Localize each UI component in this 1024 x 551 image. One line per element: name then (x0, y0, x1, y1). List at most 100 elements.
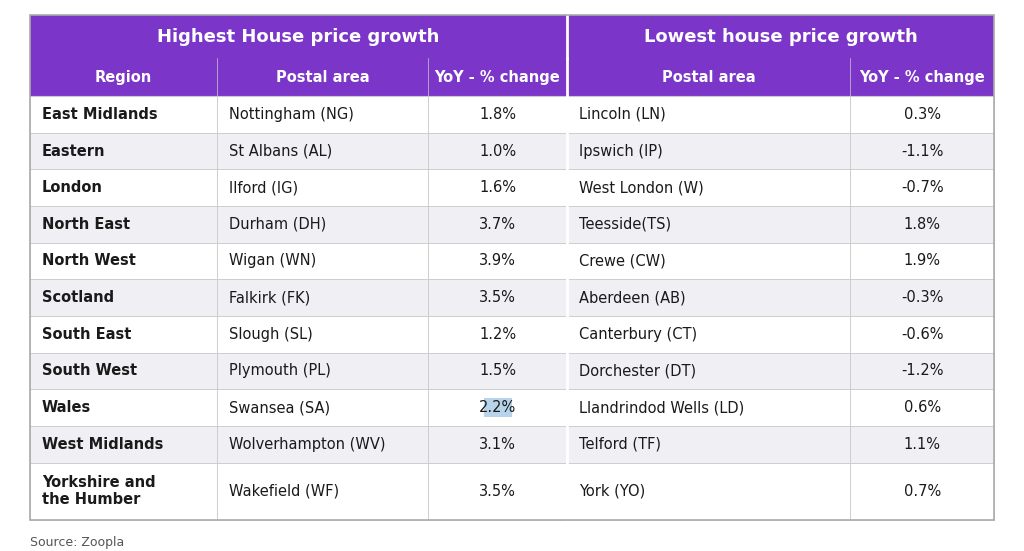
Text: Wolverhampton (WV): Wolverhampton (WV) (229, 437, 385, 452)
Bar (567, 96, 850, 133)
Text: York (YO): York (YO) (579, 484, 645, 499)
Text: Source: Zoopla: Source: Zoopla (30, 536, 124, 549)
Text: Ipswich (IP): Ipswich (IP) (579, 143, 663, 159)
Bar (428, 96, 567, 133)
Bar (428, 242, 567, 279)
Bar (30, 58, 217, 96)
Text: North West: North West (42, 253, 136, 268)
Text: -0.7%: -0.7% (901, 180, 943, 195)
Bar (428, 279, 567, 316)
Bar (217, 206, 428, 242)
Bar (850, 462, 994, 520)
Text: South West: South West (42, 364, 137, 379)
Bar (850, 242, 994, 279)
Text: St Albans (AL): St Albans (AL) (229, 143, 332, 159)
Text: Nottingham (NG): Nottingham (NG) (229, 107, 354, 122)
Bar (217, 133, 428, 169)
Bar (428, 353, 567, 389)
Bar (567, 242, 850, 279)
Bar (217, 58, 428, 96)
Bar (850, 353, 994, 389)
Bar (567, 279, 850, 316)
Text: Telford (TF): Telford (TF) (579, 437, 660, 452)
Bar (30, 169, 217, 206)
Text: Falkirk (FK): Falkirk (FK) (229, 290, 310, 305)
Bar (428, 462, 567, 520)
Text: 0.7%: 0.7% (903, 484, 941, 499)
Bar (30, 353, 217, 389)
Bar (30, 242, 217, 279)
Text: Highest House price growth: Highest House price growth (158, 28, 439, 46)
Text: 3.5%: 3.5% (479, 290, 516, 305)
Bar (428, 426, 567, 462)
Text: -1.2%: -1.2% (901, 364, 943, 379)
Text: YoY - % change: YoY - % change (859, 70, 985, 85)
Bar (30, 389, 217, 426)
Text: Lowest house price growth: Lowest house price growth (643, 28, 918, 46)
Bar (217, 242, 428, 279)
Bar (217, 353, 428, 389)
Bar (217, 279, 428, 316)
Bar (567, 426, 850, 462)
Text: Lincoln (LN): Lincoln (LN) (579, 107, 666, 122)
Bar (850, 96, 994, 133)
Text: Eastern: Eastern (42, 143, 105, 159)
Text: Ilford (IG): Ilford (IG) (229, 180, 298, 195)
Text: 0.6%: 0.6% (903, 400, 941, 415)
Text: North East: North East (42, 217, 130, 232)
Bar (850, 133, 994, 169)
Bar (217, 389, 428, 426)
Bar (428, 316, 567, 353)
Text: -1.1%: -1.1% (901, 143, 943, 159)
Text: West London (W): West London (W) (579, 180, 703, 195)
Bar (567, 462, 850, 520)
Bar (30, 279, 217, 316)
Bar (428, 58, 567, 96)
Text: 2.2%: 2.2% (479, 400, 516, 415)
Bar (217, 316, 428, 353)
Bar (567, 169, 850, 206)
Bar (30, 96, 217, 133)
Text: 1.8%: 1.8% (479, 107, 516, 122)
Text: Region: Region (95, 70, 153, 85)
Bar (850, 58, 994, 96)
Bar (217, 169, 428, 206)
Bar (217, 426, 428, 462)
Bar (428, 389, 567, 426)
Text: London: London (42, 180, 102, 195)
Bar (217, 96, 428, 133)
Bar (30, 206, 217, 242)
Bar (30, 426, 217, 462)
Text: -0.3%: -0.3% (901, 290, 943, 305)
Bar (30, 15, 567, 58)
Bar (483, 398, 512, 418)
Bar (850, 316, 994, 353)
Text: 3.1%: 3.1% (479, 437, 516, 452)
Bar (850, 169, 994, 206)
Text: 3.9%: 3.9% (479, 253, 516, 268)
Bar (428, 206, 567, 242)
Bar (567, 353, 850, 389)
Text: 1.8%: 1.8% (904, 217, 941, 232)
Text: 1.2%: 1.2% (479, 327, 516, 342)
Text: YoY - % change: YoY - % change (434, 70, 560, 85)
Bar (567, 15, 994, 58)
Text: Scotland: Scotland (42, 290, 114, 305)
Bar (428, 169, 567, 206)
Text: 3.5%: 3.5% (479, 484, 516, 499)
Text: Wakefield (WF): Wakefield (WF) (229, 484, 339, 499)
Bar (428, 133, 567, 169)
Text: Crewe (CW): Crewe (CW) (579, 253, 666, 268)
Bar (850, 426, 994, 462)
Text: Dorchester (DT): Dorchester (DT) (579, 364, 696, 379)
Text: -0.6%: -0.6% (901, 327, 943, 342)
Text: 1.6%: 1.6% (479, 180, 516, 195)
Text: South East: South East (42, 327, 131, 342)
Text: Durham (DH): Durham (DH) (229, 217, 327, 232)
Text: Slough (SL): Slough (SL) (229, 327, 312, 342)
Bar (567, 133, 850, 169)
Bar (850, 206, 994, 242)
Text: Postal area: Postal area (275, 70, 370, 85)
Bar (30, 133, 217, 169)
Bar (850, 279, 994, 316)
